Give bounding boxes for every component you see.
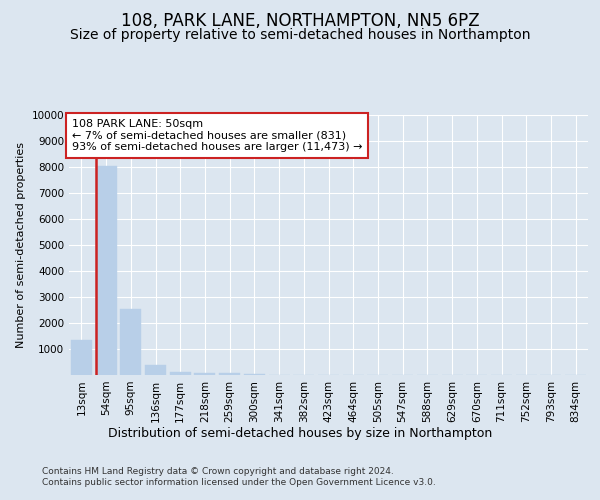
Bar <box>194 372 215 375</box>
Bar <box>170 372 191 375</box>
Bar <box>71 340 92 375</box>
Bar <box>244 374 265 375</box>
Text: Contains HM Land Registry data © Crown copyright and database right 2024.
Contai: Contains HM Land Registry data © Crown c… <box>42 468 436 487</box>
Bar <box>219 373 240 375</box>
Text: 108, PARK LANE, NORTHAMPTON, NN5 6PZ: 108, PARK LANE, NORTHAMPTON, NN5 6PZ <box>121 12 479 30</box>
Bar <box>95 166 116 375</box>
Y-axis label: Number of semi-detached properties: Number of semi-detached properties <box>16 142 26 348</box>
Text: 108 PARK LANE: 50sqm
← 7% of semi-detached houses are smaller (831)
93% of semi-: 108 PARK LANE: 50sqm ← 7% of semi-detach… <box>71 119 362 152</box>
Bar <box>120 309 141 375</box>
Text: Size of property relative to semi-detached houses in Northampton: Size of property relative to semi-detach… <box>70 28 530 42</box>
Text: Distribution of semi-detached houses by size in Northampton: Distribution of semi-detached houses by … <box>108 428 492 440</box>
Bar <box>145 366 166 375</box>
